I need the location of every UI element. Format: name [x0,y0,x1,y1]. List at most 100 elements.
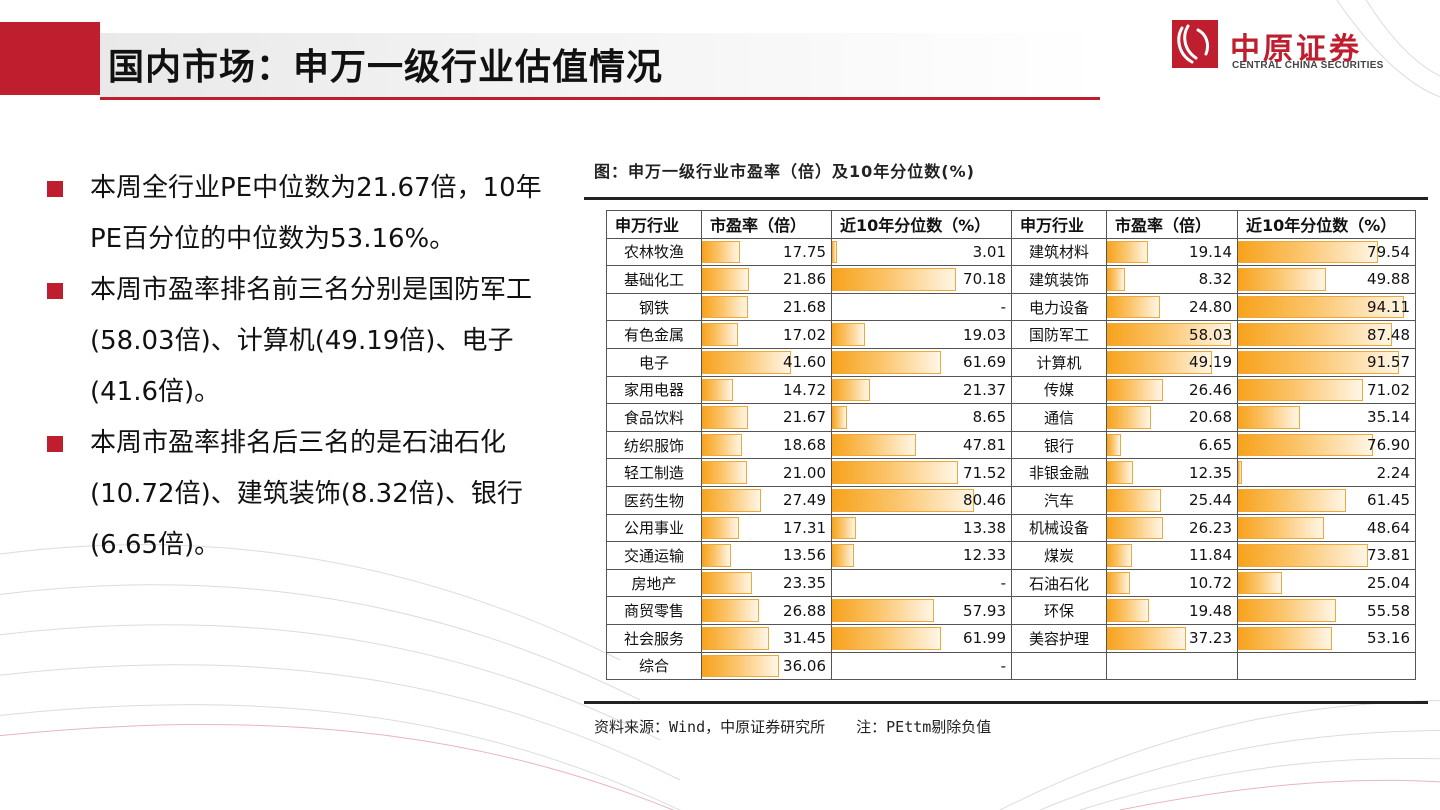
industry-cell: 机械设备 [1011,513,1107,543]
percentile-cell: - [831,568,1012,598]
percentile-cell: 12.33 [831,541,1012,570]
percentile-cell: 61.45 [1237,485,1416,515]
percentile-value: 8.65 [972,408,1006,427]
header-pe: 市盈率（倍） [1106,210,1238,239]
percentile-bar [1238,626,1332,650]
percentile-value: 12.33 [963,546,1006,565]
percentile-cell: 47.81 [831,430,1012,460]
industry-cell: 国防军工 [1011,320,1107,349]
pe-cell: 23.35 [701,568,832,598]
pe-value: 26.88 [783,601,826,620]
page-title: 国内市场：申万一级行业估值情况 [108,47,664,88]
percentile-bar [832,488,974,512]
percentile-bar [832,544,854,567]
industry-cell: 石油石化 [1011,568,1107,598]
pe-value: 11.84 [1189,546,1232,565]
percentile-bar [1238,461,1242,484]
bullet-square-icon [47,436,63,452]
percentile-value: 55.58 [1367,601,1410,620]
header-percentile: 近10年分位数（%） [831,210,1012,239]
valuation-table: 申万行业 市盈率（倍） 近10年分位数（%） 申万行业 市盈率（倍） 近10年分… [606,210,1416,681]
pe-value: 26.23 [1189,518,1232,537]
percentile-cell: 71.52 [831,458,1012,487]
pe-cell: 26.23 [1106,513,1238,543]
header-pe: 市盈率（倍） [701,210,832,239]
percentile-value: - [1000,298,1006,317]
figure-caption: 图：申万一级行业市盈率（倍）及10年分位数(%) [594,162,975,181]
pe-bar [702,406,749,429]
percentile-cell: 61.99 [831,623,1012,653]
percentile-cell: 91.57 [1237,347,1416,377]
table-row: 医药生物 27.49 80.46 汽车 25.44 61.45 [606,485,1416,515]
percentile-value: 53.16 [1367,629,1410,648]
pe-cell: 49.19 [1106,347,1238,377]
pe-cell: 17.75 [701,237,832,267]
pe-value: 21.67 [783,408,826,427]
percentile-bar [832,516,856,540]
bullet-text: 本周市盈率排名后三名的是石油石化(10.72倍)、建筑装饰(8.32倍)、银行(… [90,428,523,560]
percentile-cell: 21.37 [831,375,1012,405]
percentile-value: 13.38 [963,518,1006,537]
table-row: 公用事业 17.31 13.38 机械设备 26.23 48.64 [606,513,1416,543]
pe-cell: 26.88 [701,596,832,625]
pe-bar [702,323,739,346]
logo-mark-icon [1172,20,1218,68]
percentile-bar [1238,516,1324,540]
industry-cell: 建筑材料 [1011,237,1107,267]
percentile-bar [1238,240,1378,264]
pe-bar [1107,433,1122,457]
industry-cell: 农林牧渔 [606,237,702,267]
percentile-bar [1238,544,1368,567]
percentile-value: - [1000,656,1006,675]
pe-bar [1107,488,1162,512]
pe-cell: 21.67 [701,403,832,432]
percentile-bar [1238,571,1283,595]
pe-bar [702,461,747,484]
industry-cell: 电力设备 [1011,292,1107,322]
industry-cell: 社会服务 [606,623,702,653]
industry-cell: 电子 [606,347,702,377]
percentile-bar [1238,378,1363,402]
pe-value: 31.45 [783,629,826,648]
percentile-cell: - [831,651,1012,681]
bullet-text: 本周全行业PE中位数为21.67倍，10年PE百分位的中位数为53.16%。 [90,173,542,254]
table-row: 轻工制造 21.00 71.52 非银金融 12.35 2.24 [606,458,1416,487]
industry-cell: 传媒 [1011,375,1107,405]
industry-cell: 医药生物 [606,485,702,515]
pe-cell: 37.23 [1106,623,1238,653]
pe-value: 49.19 [1189,353,1232,372]
pe-bar [1107,295,1160,319]
percentile-cell: 48.64 [1237,513,1416,543]
percentile-bar [1238,350,1400,374]
pe-value: 27.49 [783,491,826,510]
pe-bar [702,571,752,595]
percentile-cell: 19.03 [831,320,1012,349]
industry-cell: 汽车 [1011,485,1107,515]
industry-cell: 有色金属 [606,320,702,349]
percentile-bar [832,350,941,374]
percentile-value: 48.64 [1367,518,1410,537]
pe-bar [702,488,761,512]
percentile-value: 49.88 [1367,270,1410,289]
percentile-value: 79.54 [1367,242,1410,261]
table-row: 家用电器 14.72 21.37 传媒 26.46 71.02 [606,375,1416,405]
percentile-value: 19.03 [963,325,1006,344]
percentile-value: 61.45 [1367,491,1410,510]
pe-value: 26.46 [1189,380,1232,399]
industry-cell: 食品饮料 [606,403,702,432]
pe-cell: 12.35 [1106,458,1238,487]
source-note: 资料来源：Wind，中原证券研究所 [594,718,826,736]
bullet-square-icon [47,181,63,197]
industry-cell: 环保 [1011,596,1107,625]
logo-chinese-name: 中原证券 [1230,32,1362,67]
pe-value: 19.14 [1189,242,1232,261]
percentile-value: 25.04 [1367,574,1410,593]
percentile-value: 61.69 [963,353,1006,372]
table-row: 社会服务 31.45 61.99 美容护理 37.23 53.16 [606,623,1416,653]
brand-logo: 中原证券 CENTRAL CHINA SECURITIES [1172,20,1412,72]
percentile-cell: - [831,292,1012,322]
percentile-value: 71.02 [1367,380,1410,399]
pe-cell: 13.56 [701,541,832,570]
header-percentile: 近10年分位数（%） [1237,210,1416,239]
